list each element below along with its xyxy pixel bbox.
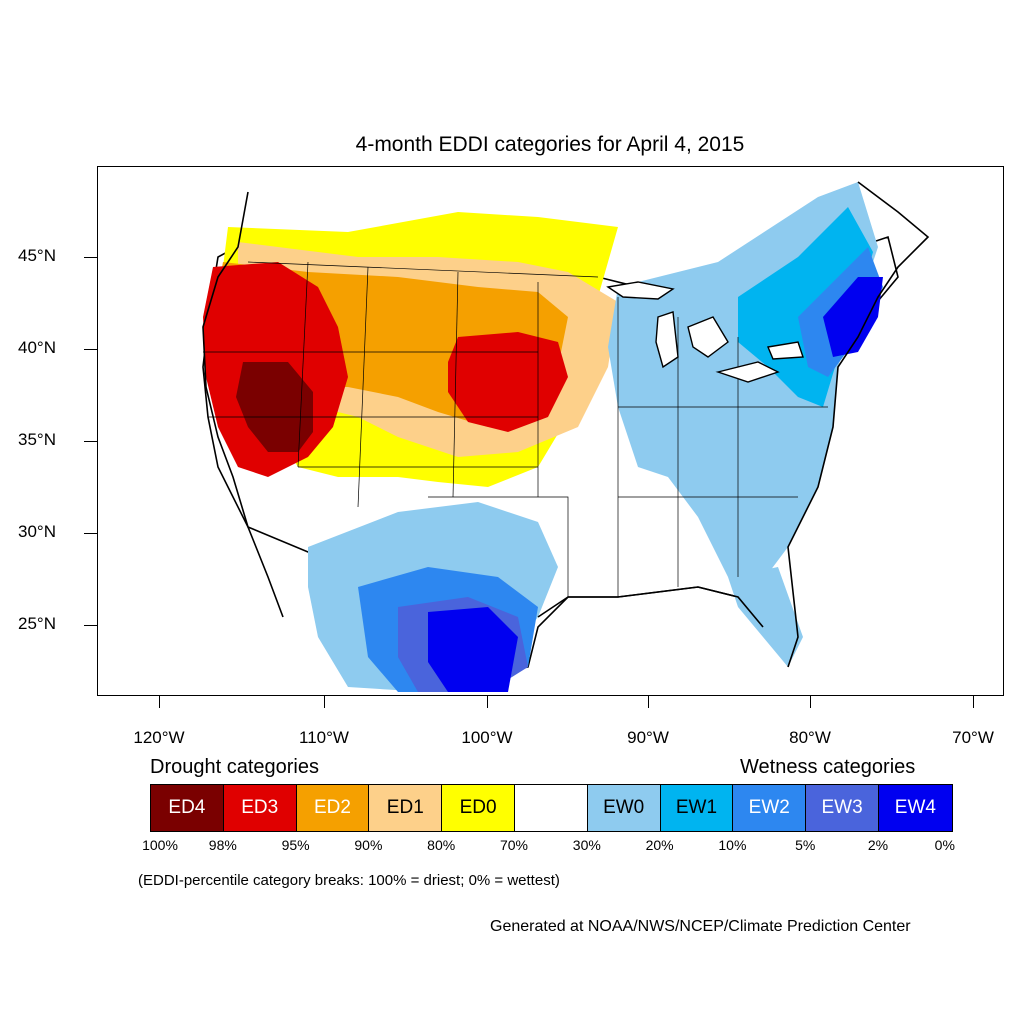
legend-swatch: ED2 <box>296 785 370 831</box>
lon-tick-100 <box>487 696 488 708</box>
legend-swatch: EW3 <box>806 785 879 831</box>
legend-break-label: 98% <box>208 837 237 853</box>
legend-break-label: 80% <box>427 837 456 853</box>
legend-swatch: ED1 <box>369 785 443 831</box>
lat-label-35: 35°N <box>18 430 56 449</box>
lon-label-80: 80°W <box>789 728 831 747</box>
legend-swatch: ED3 <box>223 785 297 831</box>
legend-break-label: 5% <box>795 837 816 853</box>
lon-label-100: 100°W <box>461 728 513 747</box>
legend-note: (EDDI-percentile category breaks: 100% =… <box>138 872 560 889</box>
great-lakes <box>606 281 804 383</box>
legend-break-label: 0% <box>934 837 955 853</box>
legend-swatch <box>514 785 588 831</box>
legend-swatch: EW4 <box>878 785 952 831</box>
lat-tick-40 <box>84 349 97 350</box>
lat-label-40: 40°N <box>18 338 56 357</box>
legend-break-label: 30% <box>572 837 601 853</box>
legend-break-label: 2% <box>867 837 889 853</box>
lon-label-120: 120°W <box>133 728 185 747</box>
lon-label-90: 90°W <box>627 728 669 747</box>
ew4-region-northeast <box>823 277 883 357</box>
map-title: 4-month EDDI categories for April 4, 201… <box>355 133 745 156</box>
lon-tick-80 <box>810 696 811 708</box>
legend-break-label: 10% <box>718 837 747 853</box>
coastline-east <box>787 181 930 668</box>
lon-tick-110 <box>324 696 325 708</box>
legend-break-label: 95% <box>281 837 310 853</box>
legend-swatch: ED4 <box>151 785 224 831</box>
ew1-region-florida <box>728 567 803 667</box>
lon-tick-90 <box>648 696 649 708</box>
ew4-region-south <box>428 607 518 692</box>
legend-break-label: 90% <box>354 837 383 853</box>
lat-tick-35 <box>84 441 97 442</box>
ed4-region <box>236 362 313 452</box>
eddi-map <box>202 181 930 692</box>
legend-swatch: EW0 <box>587 785 661 831</box>
lat-tick-30 <box>84 533 97 534</box>
legend-break-label: 20% <box>645 837 674 853</box>
map-panel <box>97 166 1004 696</box>
legend-swatch: EW1 <box>660 785 734 831</box>
drought-heading: Drought categories <box>150 756 319 778</box>
state-boundaries <box>203 261 828 597</box>
lon-label-110: 110°W <box>299 728 349 747</box>
coastline-gulf <box>537 586 764 628</box>
lat-label-30: 30°N <box>18 522 56 541</box>
credit-line: Generated at NOAA/NWS/NCEP/Climate Predi… <box>490 918 911 935</box>
lat-tick-45 <box>84 257 97 258</box>
lon-tick-70 <box>973 696 974 708</box>
legend-color-bar: ED4 ED3 ED2 ED1 ED0 EW0 EW1 EW2 EW3 EW4 <box>150 784 953 832</box>
lat-label-25: 25°N <box>18 614 56 633</box>
wetness-heading: Wetness categories <box>740 756 916 778</box>
legend-break-label: 70% <box>499 837 529 853</box>
lon-tick-120 <box>159 696 160 708</box>
lat-tick-25 <box>84 625 97 626</box>
legend-break-label: 100% <box>142 837 178 853</box>
legend-swatch: EW2 <box>733 785 807 831</box>
lon-label-70: 70°W <box>952 728 994 747</box>
lat-label-45: 45°N <box>18 246 56 265</box>
legend-swatch: ED0 <box>442 785 515 831</box>
coastline-west <box>202 191 284 618</box>
